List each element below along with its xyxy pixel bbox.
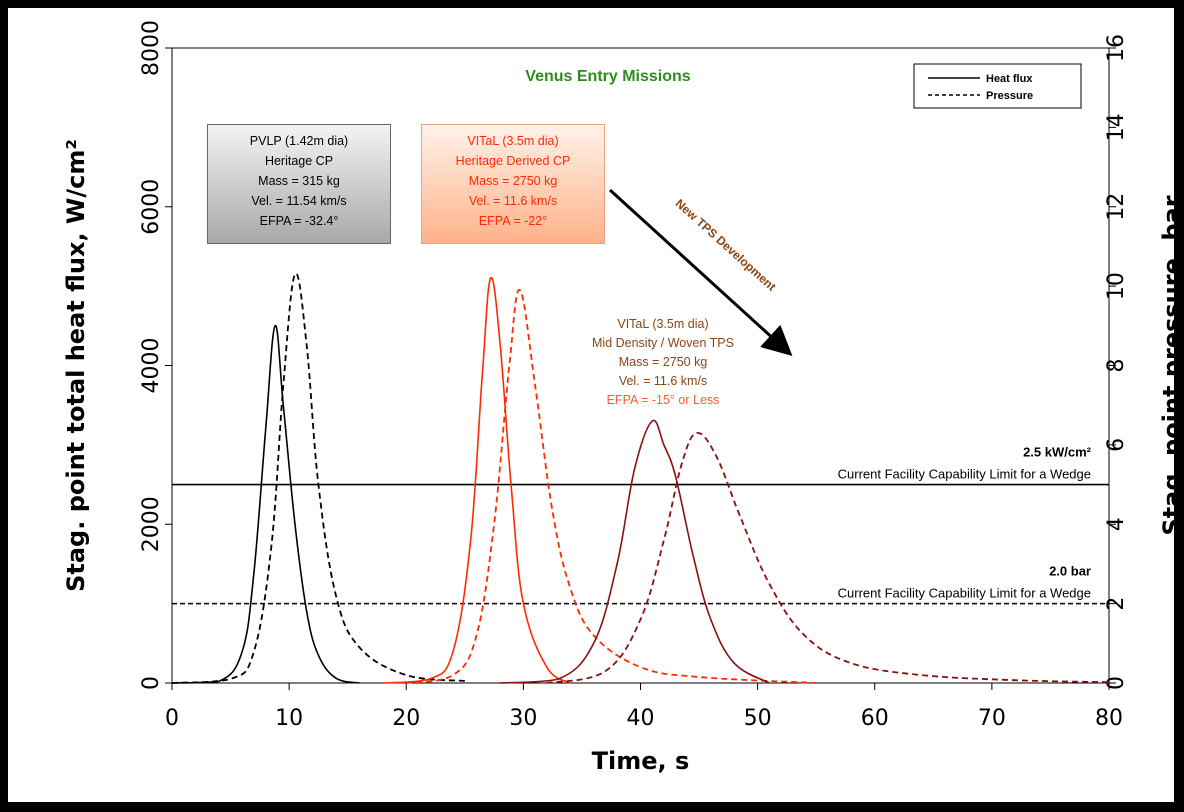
vital-cp-line-3: Mass = 2750 kg xyxy=(468,174,558,188)
vital-cp-annotation-box: VITaL (3.5m dia) Heritage Derived CP Mas… xyxy=(421,124,605,244)
reference-line-value-label: 2.5 kW/cm² xyxy=(1023,445,1092,460)
pvlp-line-2: Heritage CP xyxy=(264,154,334,168)
y-right-tick-label: 14 xyxy=(1104,113,1129,141)
vital-woven-line-3: Mass = 2750 kg xyxy=(618,355,708,369)
arrow-label: New TPS Development xyxy=(673,196,779,293)
y-right-axis-title: Stag. point pressure, bar xyxy=(1158,195,1174,535)
x-tick-label: 80 xyxy=(1095,706,1123,731)
vital-cp-line-5: EFPA = -22° xyxy=(478,214,548,228)
reference-line-value-label: 2.0 bar xyxy=(1049,564,1091,579)
x-tick-label: 50 xyxy=(744,706,772,731)
series-line-1 xyxy=(171,272,465,684)
y-left-tick-label: 2000 xyxy=(139,496,164,552)
vital-cp-line-4: Vel. = 11.6 km/s xyxy=(468,194,558,208)
vital-woven-line-5: EFPA = -15° or Less xyxy=(606,393,720,407)
pvlp-line-1: PVLP (1.42m dia) xyxy=(249,134,349,148)
chart-frame: 0 10 20 30 40 50 60 70 80 0 2000 4000 6000 8000 0 2 4 6 8 1… xyxy=(6,6,1176,804)
vital-woven-line-2: Mid Density / Woven TPS xyxy=(592,336,734,350)
pvlp-line-5: EFPA = -32.4° xyxy=(259,214,339,228)
y-left-axis-title: Stag. point total heat flux, W/cm² xyxy=(62,139,90,592)
y-right-tick-label: 0 xyxy=(1104,676,1129,690)
x-tick-label: 10 xyxy=(275,706,303,731)
vital-woven-line-4: Vel. = 11.6 km/s xyxy=(618,374,708,388)
y-right-tick-label: 2 xyxy=(1104,597,1129,611)
series-line-2 xyxy=(382,276,571,684)
y-left-tick-label: 4000 xyxy=(139,338,164,394)
series-line-0 xyxy=(171,324,360,684)
chart-title: Venus Entry Missions xyxy=(525,68,690,85)
y-left-tick-label: 6000 xyxy=(139,179,164,235)
vital-woven-line-1: VITaL (3.5m dia) xyxy=(617,317,709,331)
series-line-4 xyxy=(499,419,770,684)
legend-label: Pressure xyxy=(986,90,1033,102)
pvlp-line-3: Mass = 315 kg xyxy=(258,174,340,188)
y-right-tick-label: 8 xyxy=(1104,359,1129,373)
pvlp-line-4: Vel. = 11.54 km/s xyxy=(251,194,347,208)
x-tick-label: 40 xyxy=(627,706,655,731)
x-tick-label: 70 xyxy=(978,706,1006,731)
y-right-tick-label: 4 xyxy=(1104,517,1129,531)
chart-svg: 0 10 20 30 40 50 60 70 80 0 2000 4000 6000 8000 0 2 4 6 8 1… xyxy=(62,20,1174,775)
x-tick-label: 30 xyxy=(509,706,537,731)
x-axis-title: Time, s xyxy=(592,747,690,775)
reference-line-label: Current Facility Capability Limit for a … xyxy=(838,467,1091,482)
vital-cp-line-1: VITaL (3.5m dia) xyxy=(467,134,559,148)
x-tick-label: 20 xyxy=(392,706,420,731)
y-right-tick-label: 16 xyxy=(1104,34,1129,62)
y-right-tick-label: 12 xyxy=(1104,193,1129,221)
pvlp-annotation-box: PVLP (1.42m dia) Heritage CP Mass = 315 … xyxy=(207,124,391,244)
legend-box xyxy=(913,63,1082,109)
legend-label: Heat flux xyxy=(986,73,1033,85)
y-left-tick-label: 0 xyxy=(139,676,164,690)
vital-woven-annotation-box: VITaL (3.5m dia) Mid Density / Woven TPS… xyxy=(573,311,753,429)
x-tick-label: 0 xyxy=(165,706,179,731)
series-line-5 xyxy=(546,432,1110,684)
y-right-tick-label: 6 xyxy=(1104,438,1129,452)
series-line-3 xyxy=(406,289,817,684)
y-right-tick-label: 10 xyxy=(1104,272,1129,300)
vital-cp-line-2: Heritage Derived CP xyxy=(455,154,571,168)
x-tick-label: 60 xyxy=(861,706,889,731)
reference-line-label: Current Facility Capability Limit for a … xyxy=(838,586,1091,601)
y-left-tick-label: 8000 xyxy=(139,20,164,76)
arrow xyxy=(608,188,793,357)
